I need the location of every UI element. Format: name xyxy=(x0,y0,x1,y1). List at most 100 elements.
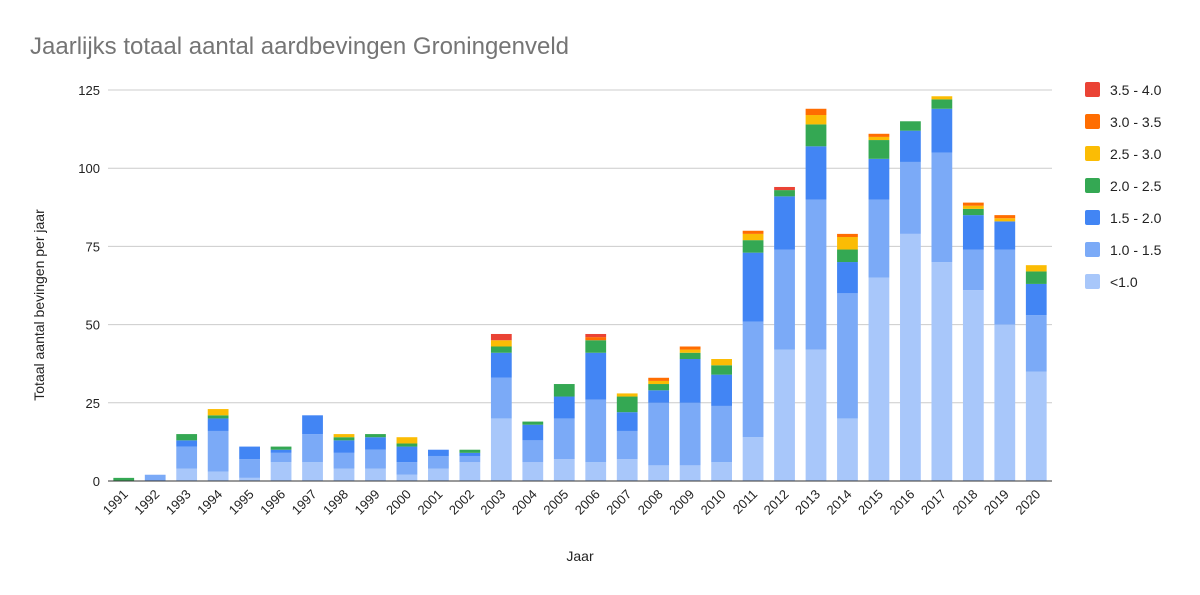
bar-segment-1997-s0 xyxy=(302,462,323,481)
y-tick-label: 125 xyxy=(78,83,100,98)
bar-segment-1998-s1 xyxy=(333,452,355,469)
x-tick-label: 2001 xyxy=(414,487,445,518)
x-tick-label: 2020 xyxy=(1012,487,1043,518)
x-tick-label: 2012 xyxy=(761,487,792,518)
bar-segment-2019-s5 xyxy=(994,215,1016,219)
bar-segment-2006-s1 xyxy=(585,399,607,463)
bar-segment-2010-s3 xyxy=(711,365,732,375)
bar-segment-2018-s1 xyxy=(962,249,984,291)
bar-segment-2011-s3 xyxy=(742,240,764,253)
bar-segment-2003-s1 xyxy=(490,377,512,419)
bar-segment-2011-s2 xyxy=(742,252,764,322)
bar-segment-2009-s5 xyxy=(679,346,701,350)
bar-segment-1993-s0 xyxy=(176,468,198,481)
bar-segment-2015-s2 xyxy=(868,158,890,200)
bar-segment-1995-s2 xyxy=(239,446,260,460)
bar-segment-2013-s3 xyxy=(805,124,827,147)
x-tick-label: 2007 xyxy=(603,487,634,518)
bar-segment-2013-s4 xyxy=(805,115,827,125)
bars xyxy=(113,96,1047,481)
bar-segment-2014-s0 xyxy=(837,418,858,481)
bar-segment-2006-s6 xyxy=(585,333,607,338)
x-tick-label: 1998 xyxy=(320,487,351,518)
x-tick-label: 2009 xyxy=(666,487,697,518)
y-tick-label: 100 xyxy=(78,161,100,176)
bar-segment-2006-s3 xyxy=(585,340,607,353)
legend-swatch xyxy=(1085,178,1100,193)
bar-segment-1998-s2 xyxy=(333,440,355,453)
bar-segment-2018-s5 xyxy=(962,202,984,206)
bar-segment-1997-s2 xyxy=(302,415,323,435)
x-tick-label: 1994 xyxy=(194,487,225,518)
y-axis-ticks: 0 25 50 75 100 125 xyxy=(78,83,100,489)
bar-segment-2004-s2 xyxy=(522,424,544,441)
bar-segment-1995-s0 xyxy=(239,477,260,481)
bar-segment-2018-s2 xyxy=(962,215,984,250)
bar-segment-2010-s0 xyxy=(711,462,732,481)
bar-segment-2003-s4 xyxy=(490,340,512,347)
bar-segment-2001-s2 xyxy=(428,449,449,456)
x-axis-ticks: 1991 1992 1993 1994 1995 1996 1997 1998 1999 2000… xyxy=(100,487,1044,518)
bar-segment-2020-s2 xyxy=(1025,283,1047,316)
bar-segment-2018-s0 xyxy=(962,290,984,481)
bar-segment-2016-s3 xyxy=(900,121,921,131)
bar-segment-2006-s5 xyxy=(585,337,607,341)
bar-segment-2017-s1 xyxy=(931,152,953,263)
x-tick-label: 1999 xyxy=(352,487,383,518)
legend-swatch xyxy=(1085,210,1100,225)
x-tick-label: 2005 xyxy=(540,487,571,518)
x-tick-label: 2014 xyxy=(824,487,855,518)
bar-segment-2016-s2 xyxy=(900,130,921,162)
bar-segment-2015-s3 xyxy=(868,140,890,159)
bar-segment-1999-s1 xyxy=(365,449,386,469)
x-tick-label: 2006 xyxy=(572,487,603,518)
legend-swatch xyxy=(1085,82,1100,97)
bar-segment-2011-s1 xyxy=(742,321,764,438)
bar-segment-2013-s0 xyxy=(805,349,827,481)
bar-segment-2011-s5 xyxy=(742,230,764,234)
legend-swatch xyxy=(1085,274,1100,289)
x-tick-label: 2018 xyxy=(949,487,980,518)
bar-segment-1994-s2 xyxy=(207,418,229,431)
bar-segment-2009-s4 xyxy=(679,349,701,353)
legend-label: 1.5 - 2.0 xyxy=(1110,210,1162,226)
bar-segment-2014-s5 xyxy=(837,233,858,238)
bar-segment-1993-s1 xyxy=(176,446,198,469)
bar-segment-2007-s3 xyxy=(616,396,638,413)
legend-label: 1.0 - 1.5 xyxy=(1110,242,1162,258)
legend-label: <1.0 xyxy=(1110,274,1138,290)
bar-segment-2007-s0 xyxy=(616,459,638,481)
x-tick-label: 1995 xyxy=(226,487,257,518)
bar-segment-2016-s0 xyxy=(900,233,921,481)
x-tick-label: 2000 xyxy=(383,487,414,518)
bar-segment-2012-s3 xyxy=(774,190,795,197)
bar-segment-2017-s3 xyxy=(931,99,953,109)
bar-segment-2018-s3 xyxy=(962,208,984,216)
x-tick-label: 2016 xyxy=(886,487,917,518)
x-tick-label: 1996 xyxy=(257,487,288,518)
bar-segment-1996-s3 xyxy=(270,446,292,450)
x-tick-label: 2019 xyxy=(981,487,1012,518)
bar-segment-2008-s1 xyxy=(648,402,670,466)
bar-segment-2015-s5 xyxy=(868,133,890,137)
bar-segment-2008-s2 xyxy=(648,390,670,403)
bar-segment-2002-s3 xyxy=(459,449,481,453)
bar-segment-2020-s3 xyxy=(1025,271,1047,284)
bar-segment-2004-s0 xyxy=(522,462,544,481)
bar-segment-1996-s1 xyxy=(270,452,292,463)
bar-segment-2006-s0 xyxy=(585,462,607,481)
bar-segment-2007-s2 xyxy=(616,412,638,431)
bar-segment-2005-s1 xyxy=(553,418,575,460)
bar-segment-2000-s4 xyxy=(396,437,418,444)
bar-segment-2013-s2 xyxy=(805,146,827,200)
bar-segment-2003-s0 xyxy=(490,418,512,481)
bar-segment-2014-s3 xyxy=(837,249,858,263)
bar-segment-1994-s1 xyxy=(207,430,229,472)
bar-segment-2010-s1 xyxy=(711,405,732,463)
bar-segment-2009-s1 xyxy=(679,402,701,466)
y-tick-label: 75 xyxy=(86,239,100,254)
bar-segment-2016-s1 xyxy=(900,161,921,234)
x-tick-label: 2011 xyxy=(730,487,760,517)
legend: 3.5 - 4.0 3.0 - 3.5 2.5 - 3.0 2.0 - 2.5 1.5 … xyxy=(1085,82,1162,290)
